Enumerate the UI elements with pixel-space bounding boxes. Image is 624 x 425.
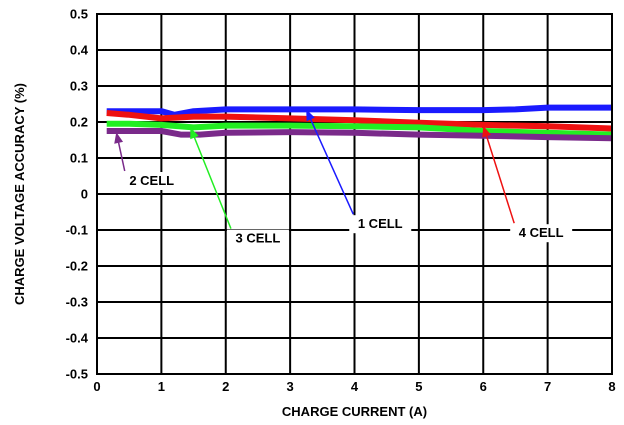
x-tick-label: 7 [544, 379, 551, 394]
annotation-label: 2 CELL [129, 173, 174, 188]
annotation-label: 3 CELL [236, 231, 281, 246]
x-tick-labels: 0 1 2 3 4 5 6 7 8 [93, 379, 615, 394]
annotation-arrow-line [305, 109, 354, 215]
series-layer [106, 104, 613, 142]
y-tick-label: 0.1 [70, 151, 88, 166]
series-line-3 [106, 120, 613, 138]
series-line-2 [106, 110, 613, 132]
annotation-arrowhead [190, 127, 199, 140]
annotation-label: 4 CELL [519, 225, 564, 240]
series-line-4 [106, 128, 613, 142]
x-tick-label: 3 [287, 379, 294, 394]
y-tick-label: -0.4 [66, 331, 89, 346]
y-tick-label: 0.3 [70, 79, 88, 94]
annotation-arrowhead [114, 132, 124, 144]
annotation-background [349, 215, 412, 234]
annotation-label: 1 CELL [358, 216, 403, 231]
x-tick-label: 4 [351, 379, 359, 394]
y-axis-title: CHARGE VOLTAGE ACCURACY (%) [12, 83, 27, 305]
grid [97, 14, 612, 374]
x-tick-label: 1 [158, 379, 165, 394]
y-tick-label: -0.1 [66, 223, 88, 238]
annotation-background [226, 229, 289, 248]
x-tick-label: 6 [480, 379, 487, 394]
y-tick-label: 0 [81, 187, 88, 202]
x-tick-label: 5 [415, 379, 422, 394]
annotation-arrowhead [306, 109, 315, 122]
annotation-arrowhead [482, 125, 491, 138]
annotation-arrow-line [189, 127, 232, 229]
y-tick-label: 0.2 [70, 115, 88, 130]
x-tick-label: 2 [222, 379, 229, 394]
y-tick-label: -0.3 [66, 295, 88, 310]
annotation-arrow-line [482, 125, 515, 224]
annotation-background [120, 172, 183, 190]
plot-frame [96, 13, 613, 375]
y-tick-label: 0.5 [70, 7, 88, 22]
y-tick-label: 0.4 [70, 43, 89, 58]
series-line-1 [106, 104, 612, 118]
y-tick-label: -0.5 [66, 367, 88, 382]
x-axis-title: CHARGE CURRENT (A) [282, 404, 427, 419]
x-tick-label: 8 [608, 379, 615, 394]
annotation-layer: 2 CELL 3 CELL 1 CELL 4 CELL [114, 109, 573, 248]
y-tick-labels: 0.5 0.4 0.3 0.2 0.1 0 -0.1 -0.2 -0.3 -0.4 -0.5 [66, 7, 89, 382]
x-tick-label: 0 [93, 379, 100, 394]
annotation-background [510, 224, 573, 243]
y-tick-label: -0.2 [66, 259, 88, 274]
